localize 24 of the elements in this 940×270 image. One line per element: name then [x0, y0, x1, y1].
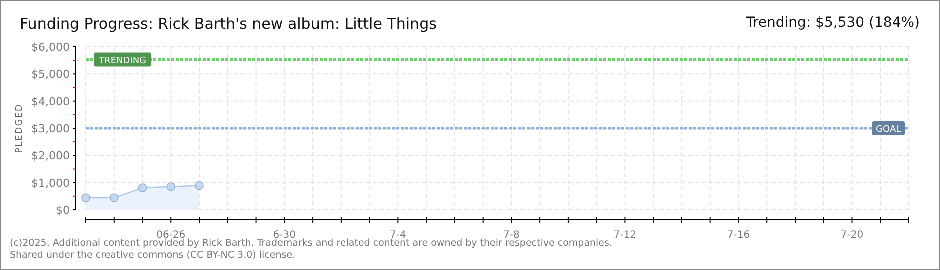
y-tick-label: $1,000 — [32, 176, 70, 190]
y-tick-label: $5,000 — [32, 68, 70, 82]
y-tick-label: $2,000 — [32, 150, 70, 163]
ref-line-label: TRENDING — [98, 56, 147, 66]
y-tick-label: $3,000 — [32, 122, 70, 136]
point — [195, 181, 204, 190]
ref-line-label: GOAL — [876, 125, 902, 135]
point — [82, 194, 90, 202]
x-tick-label: 7-20 — [840, 230, 864, 241]
text: (c)2025. Additional content provided by Rick Barth. Trademarks and related content are owned by their respective companies. — [10, 238, 612, 249]
text: Shared under the creative commons (CC BY-NC 3.0) license. — [10, 250, 296, 261]
point — [166, 182, 176, 192]
chart-subtitle: Trending: $5,530 (184%) — [745, 15, 920, 31]
y-axis-title: PLEDGED — [15, 104, 25, 154]
y-tick-label: $4,000 — [32, 95, 70, 108]
point — [110, 194, 119, 202]
point — [138, 184, 148, 192]
x-tick-label: 7-12 — [614, 230, 637, 241]
y-tick-label: $0 — [56, 204, 70, 217]
chart-title: Funding Progress: Rick Barth's new album: Little Things — [20, 15, 438, 33]
x-tick-label: 7-16 — [727, 230, 750, 241]
y-tick-label: $6,000 — [32, 41, 70, 54]
x-tick-label: 7-4 — [390, 230, 406, 241]
x-tick-label: 7-8 — [504, 230, 520, 241]
